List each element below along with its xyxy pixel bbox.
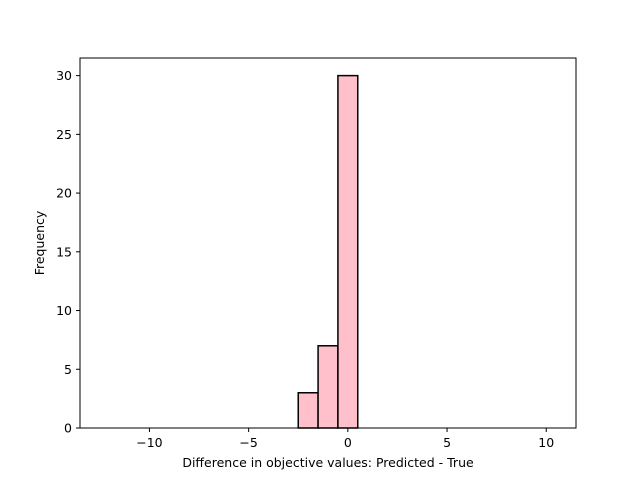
y-tick-label: 5	[64, 362, 72, 377]
y-tick-label: 15	[56, 244, 72, 259]
x-tick-label: 0	[344, 435, 352, 450]
histogram-bar	[337, 74, 359, 429]
x-axis-label: Difference in objective values: Predicte…	[182, 455, 474, 470]
histogram-bar	[297, 392, 319, 429]
plot-frame	[79, 57, 577, 429]
bars-group	[297, 74, 359, 429]
x-tick-label: −10	[136, 435, 162, 450]
y-tick-label: 30	[56, 68, 72, 83]
y-tick-label: 10	[56, 303, 72, 318]
histogram-bar	[317, 345, 339, 429]
x-tick-label: 5	[443, 435, 451, 450]
y-axis-ticks: 0 5 10 15 20 25 30	[56, 68, 80, 436]
y-tick-label: 0	[64, 421, 72, 436]
y-tick-label: 20	[56, 186, 72, 201]
x-tick-label: 10	[538, 435, 554, 450]
y-tick-label: 25	[56, 127, 72, 142]
x-tick-label: −5	[239, 435, 257, 450]
x-axis-ticks: −10 −5 0 5 10	[136, 428, 554, 450]
y-axis-label: Frequency	[32, 210, 47, 275]
